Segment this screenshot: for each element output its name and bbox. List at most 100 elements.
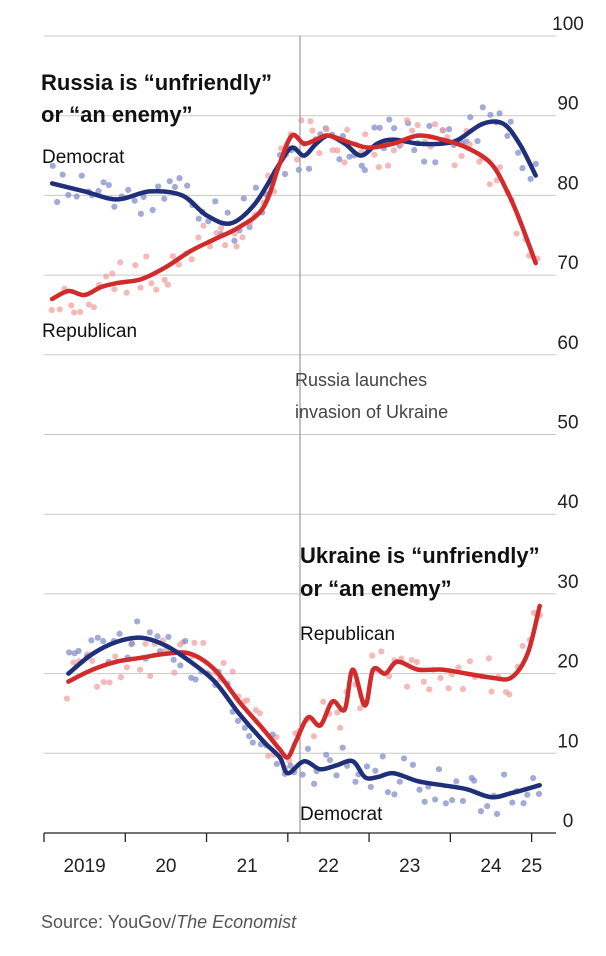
y-axis-tick-labels: 0 10 20 30 40 50 60 70 80 90 100 — [552, 14, 584, 832]
data-point — [337, 724, 344, 731]
data-point — [146, 629, 153, 636]
data-point — [100, 638, 107, 645]
ukraine-democrat-label: Democrat — [300, 804, 383, 825]
russia-republican-label: Republican — [42, 321, 137, 342]
ukraine-panel-title: Ukraine is “unfriendly” — [300, 543, 540, 568]
data-point — [184, 182, 191, 189]
data-point — [169, 253, 176, 260]
data-point — [376, 124, 383, 131]
data-point — [171, 183, 178, 191]
y-tick-label: 0 — [563, 811, 574, 832]
data-point — [195, 234, 202, 241]
data-point — [128, 640, 136, 647]
data-point — [177, 662, 184, 669]
ukraine-panel-title-line2: or “an enemy” — [300, 576, 452, 601]
data-point — [530, 774, 537, 782]
y-tick-label: 100 — [552, 14, 584, 35]
data-point — [432, 159, 439, 166]
data-point — [161, 276, 168, 283]
data-point — [371, 151, 378, 158]
data-point — [404, 683, 411, 690]
data-point — [527, 175, 534, 183]
data-point — [453, 778, 460, 785]
data-point — [379, 753, 386, 760]
data-point — [117, 259, 124, 266]
data-point — [49, 162, 56, 169]
data-point — [200, 222, 207, 229]
data-point — [304, 745, 312, 752]
data-point — [153, 286, 160, 293]
data-point — [244, 697, 251, 704]
y-tick-label: 10 — [557, 731, 578, 752]
data-point — [439, 126, 446, 134]
data-point — [233, 243, 240, 250]
data-point — [421, 158, 428, 165]
data-point — [336, 156, 343, 163]
data-point — [142, 640, 149, 647]
data-point — [231, 237, 238, 244]
data-point — [273, 760, 280, 768]
y-tick-label: 80 — [557, 173, 578, 194]
data-point — [224, 209, 231, 216]
data-point — [507, 118, 514, 125]
data-point — [334, 709, 341, 716]
data-point — [100, 678, 107, 686]
data-point — [384, 162, 392, 169]
data-point — [496, 110, 503, 117]
ukraine-democrat-line — [66, 635, 542, 800]
data-point — [218, 224, 225, 232]
data-point — [94, 634, 101, 641]
data-point — [73, 193, 80, 200]
data-point — [100, 179, 107, 186]
data-point — [191, 639, 198, 646]
data-point — [323, 751, 330, 758]
data-point — [362, 131, 369, 138]
russia-republican-line — [49, 132, 538, 302]
data-point — [487, 111, 494, 118]
data-point — [375, 164, 382, 171]
data-point — [477, 808, 484, 815]
data-point — [109, 270, 116, 277]
data-point — [310, 780, 318, 787]
data-point — [524, 791, 531, 798]
data-point — [252, 184, 259, 191]
data-point — [316, 149, 323, 157]
data-point — [416, 786, 423, 793]
data-point — [449, 796, 456, 804]
data-point — [458, 152, 465, 160]
data-point — [123, 289, 130, 296]
data-point — [161, 195, 168, 202]
data-point — [455, 664, 462, 671]
x-tick-label: 20 — [155, 856, 176, 877]
data-point — [411, 147, 418, 154]
data-point — [222, 242, 229, 249]
data-point — [136, 666, 144, 673]
data-point — [390, 147, 398, 154]
y-tick-label: 30 — [557, 572, 578, 593]
data-point — [431, 121, 439, 128]
data-point — [484, 802, 491, 810]
source-prefix: Source: YouGov/ — [41, 912, 177, 932]
source-publication: The Economist — [176, 912, 297, 932]
data-point — [344, 126, 351, 133]
data-point — [105, 181, 112, 189]
data-point — [256, 710, 263, 717]
data-point — [240, 195, 247, 202]
data-point — [192, 676, 199, 683]
data-point — [123, 664, 130, 671]
data-point — [103, 273, 110, 280]
data-point — [369, 652, 376, 659]
data-point — [396, 778, 403, 785]
data-point — [486, 181, 493, 188]
y-tick-label: 50 — [557, 413, 578, 434]
data-point — [309, 127, 316, 134]
data-point — [293, 156, 301, 163]
data-point — [143, 253, 150, 260]
data-point — [488, 688, 495, 695]
data-point — [182, 638, 189, 645]
data-point — [445, 126, 453, 133]
x-tick-label: 22 — [318, 856, 339, 877]
data-point — [519, 165, 526, 172]
data-point — [71, 309, 78, 316]
x-tick-label: 25 — [521, 856, 542, 877]
